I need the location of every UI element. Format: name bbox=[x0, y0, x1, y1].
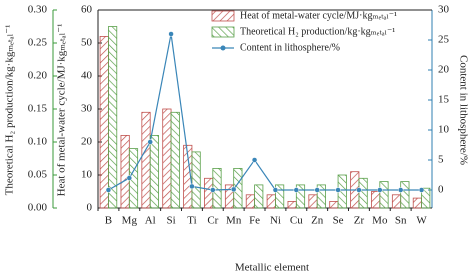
y-tick-label: 20 bbox=[81, 136, 93, 148]
x-tick-label: Mn bbox=[226, 215, 242, 227]
marker bbox=[377, 187, 383, 193]
marker bbox=[397, 187, 404, 193]
y3-tick-label: 0.00 bbox=[28, 202, 48, 214]
bar bbox=[162, 108, 172, 209]
y-tick-label: 10 bbox=[81, 169, 93, 181]
bar bbox=[391, 194, 402, 209]
x-tick-label: Fe bbox=[249, 215, 260, 227]
x-tick-label: Mg bbox=[122, 215, 138, 227]
bar bbox=[204, 177, 214, 209]
marker bbox=[293, 187, 300, 193]
y3-tick-label: 0.25 bbox=[28, 37, 48, 49]
legend-swatch bbox=[211, 10, 235, 22]
x-tick-label: B bbox=[105, 215, 112, 227]
y2-axis-title: Content in lithosphere/% bbox=[457, 55, 469, 165]
marker bbox=[189, 183, 195, 190]
marker bbox=[168, 31, 174, 37]
bar bbox=[379, 181, 389, 209]
y3-tick-label: 0.30 bbox=[28, 4, 48, 16]
x-tick-label: Si bbox=[166, 215, 175, 227]
bar bbox=[191, 151, 201, 209]
line bbox=[108, 33, 422, 191]
y2-tick-label: 30 bbox=[438, 4, 450, 16]
legend-swatch bbox=[211, 26, 235, 38]
legend-label: Heat of metal-water cycle/MJ·kgₘₑₜₐₗ⁻¹ bbox=[240, 10, 397, 21]
bar bbox=[400, 181, 410, 209]
bar bbox=[371, 191, 381, 209]
x-tick-label: Cr bbox=[207, 215, 218, 227]
bar bbox=[170, 111, 180, 209]
bar bbox=[412, 197, 422, 209]
bar bbox=[287, 200, 297, 209]
y2-tick-label: 0 bbox=[438, 184, 444, 196]
y3-tick-label: 0.20 bbox=[28, 70, 48, 82]
bar bbox=[245, 194, 255, 209]
marker bbox=[251, 157, 258, 163]
y-tick-label: 40 bbox=[81, 70, 93, 82]
y-tick-label: 30 bbox=[81, 103, 93, 115]
x-tick-label: W bbox=[416, 215, 427, 227]
x-tick-label: Zn bbox=[311, 215, 324, 227]
marker bbox=[210, 187, 216, 193]
marker bbox=[314, 187, 320, 193]
x-axis-title: Metallic element bbox=[235, 262, 309, 274]
legend-label: Theoretical H₂ production/kg·kgₘₑₜₐₗ⁻¹ bbox=[240, 26, 395, 37]
bar bbox=[141, 111, 151, 209]
bar bbox=[266, 194, 276, 209]
bar bbox=[329, 200, 339, 209]
legend-marker bbox=[220, 45, 226, 51]
x-tick-label: Sn bbox=[395, 215, 407, 227]
bar bbox=[316, 184, 326, 209]
marker bbox=[418, 187, 425, 193]
bar bbox=[295, 184, 306, 209]
y-tick-label: 50 bbox=[81, 37, 93, 49]
x-tick-label: Se bbox=[333, 215, 344, 227]
y2-tick-label: 25 bbox=[438, 34, 450, 46]
x-tick-label: Ti bbox=[187, 215, 196, 227]
x-tick-label: Cu bbox=[290, 215, 303, 227]
bar bbox=[149, 134, 159, 209]
x-tick-label: Zr bbox=[354, 215, 365, 227]
y3-tick-label: 0.15 bbox=[28, 103, 48, 115]
marker bbox=[272, 187, 279, 193]
y-tick-label: 60 bbox=[81, 4, 93, 16]
y-axis-title: Heat of metal-water cycle/MJ·kgₘₑₜₐₗ⁻¹ bbox=[56, 24, 68, 197]
bar bbox=[358, 177, 368, 209]
bar bbox=[99, 36, 109, 209]
marker bbox=[335, 187, 341, 193]
bar bbox=[421, 187, 431, 209]
bar bbox=[108, 26, 118, 209]
y2-tick-label: 5 bbox=[438, 154, 444, 166]
bar bbox=[254, 184, 264, 209]
marker bbox=[356, 187, 362, 193]
y2-tick-label: 20 bbox=[438, 64, 450, 76]
marker bbox=[126, 175, 133, 181]
y2-tick-label: 15 bbox=[438, 94, 450, 106]
legend-label: Content in lithosphere/% bbox=[240, 42, 340, 53]
marker bbox=[147, 139, 153, 145]
x-tick-label: Mo bbox=[372, 215, 388, 227]
y2-tick-label: 10 bbox=[438, 124, 450, 136]
x-tick-label: Ni bbox=[270, 215, 281, 227]
bar bbox=[275, 184, 285, 209]
y-tick-label: 0 bbox=[87, 202, 93, 214]
y3-axis-title: Theoretical H₂ production/kg·kgₘₑₜₐₗ⁻¹ bbox=[4, 25, 16, 196]
x-tick-label: Al bbox=[145, 215, 156, 227]
y3-tick-label: 0.05 bbox=[28, 169, 48, 181]
marker bbox=[230, 186, 237, 193]
bar bbox=[308, 194, 318, 209]
bar bbox=[120, 134, 130, 209]
y3-tick-label: 0.10 bbox=[28, 136, 48, 148]
marker bbox=[105, 187, 112, 193]
